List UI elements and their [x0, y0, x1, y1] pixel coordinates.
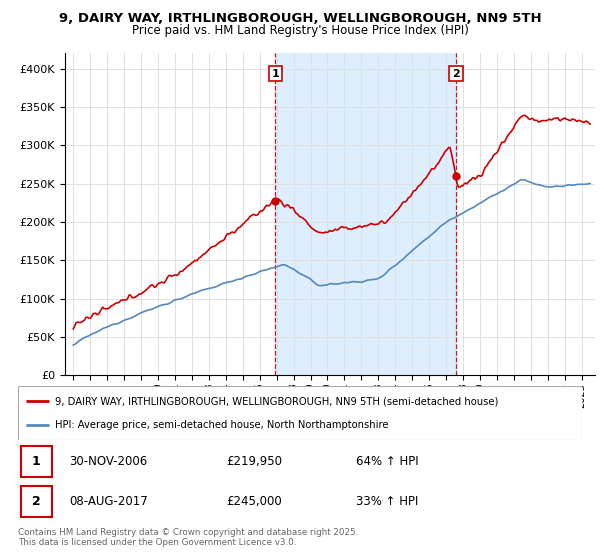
FancyBboxPatch shape: [21, 446, 52, 477]
Text: 64% ↑ HPI: 64% ↑ HPI: [356, 455, 419, 468]
Text: 2: 2: [452, 68, 460, 78]
FancyBboxPatch shape: [21, 486, 52, 517]
Text: 1: 1: [271, 68, 279, 78]
Text: 30-NOV-2006: 30-NOV-2006: [69, 455, 147, 468]
Text: £219,950: £219,950: [227, 455, 283, 468]
Text: Price paid vs. HM Land Registry's House Price Index (HPI): Price paid vs. HM Land Registry's House …: [131, 24, 469, 37]
Text: 2: 2: [32, 495, 41, 508]
Text: 9, DAIRY WAY, IRTHLINGBOROUGH, WELLINGBOROUGH, NN9 5TH: 9, DAIRY WAY, IRTHLINGBOROUGH, WELLINGBO…: [59, 12, 541, 25]
Text: HPI: Average price, semi-detached house, North Northamptonshire: HPI: Average price, semi-detached house,…: [55, 419, 388, 430]
Text: 08-AUG-2017: 08-AUG-2017: [69, 495, 148, 508]
Bar: [275, 53, 456, 375]
Text: 1: 1: [32, 455, 41, 468]
Text: 33% ↑ HPI: 33% ↑ HPI: [356, 495, 419, 508]
Text: £245,000: £245,000: [227, 495, 283, 508]
Text: 9, DAIRY WAY, IRTHLINGBOROUGH, WELLINGBOROUGH, NN9 5TH (semi-detached house): 9, DAIRY WAY, IRTHLINGBOROUGH, WELLINGBO…: [55, 396, 498, 407]
Text: Contains HM Land Registry data © Crown copyright and database right 2025.
This d: Contains HM Land Registry data © Crown c…: [18, 528, 358, 547]
